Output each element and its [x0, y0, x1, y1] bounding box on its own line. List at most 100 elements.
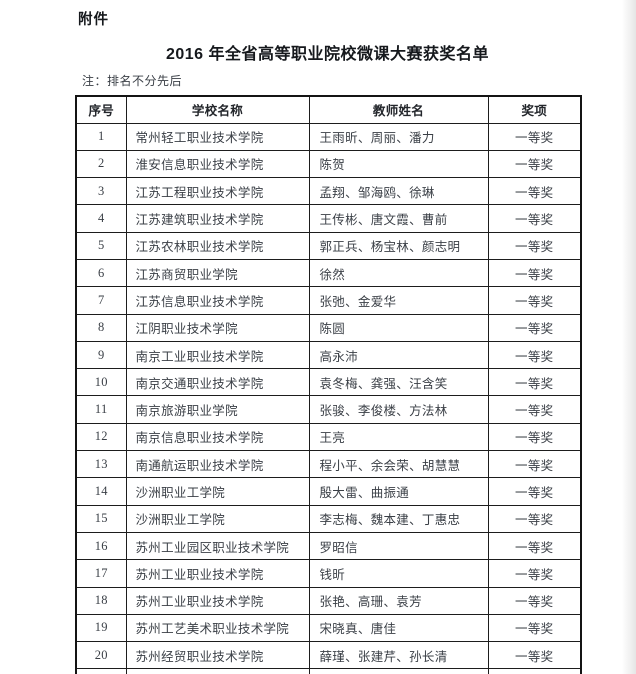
cell-school: 南京旅游职业学院	[125, 395, 310, 424]
cell-teachers: 钱昕	[308, 559, 489, 588]
cell-teachers: 薛瑾、张建芹、孙长清	[308, 641, 489, 670]
cell-award: 一等奖	[487, 531, 582, 561]
cell-no: 6	[75, 258, 127, 288]
cell-teachers	[308, 668, 489, 674]
cell-school: 沙洲职业工学院	[125, 477, 310, 506]
page-title: 2016 年全省高等职业院校微课大赛获奖名单	[165, 46, 490, 63]
table-row: 11 南京旅游职业学院 张骏、李俊楼、方法林 一等奖	[75, 395, 582, 424]
cell-no: 7	[75, 286, 127, 315]
page-edge-shadow	[622, 0, 636, 674]
table-row: 6 江苏商贸职业学院 徐然 一等奖	[75, 258, 582, 288]
table-row: 15 沙洲职业工学院 李志梅、魏本建、丁惠忠 一等奖	[75, 504, 582, 533]
award-table: 序号 学校名称 教师姓名 奖项 1 常州轻工职业技术学院 王雨昕、周丽、潘力 一等奖 2…	[75, 95, 582, 674]
cell-award: 一等奖	[487, 395, 582, 424]
cell-teachers: 李志梅、魏本建、丁惠忠	[308, 504, 489, 533]
table-row: 14 沙洲职业工学院 殷大雷、曲振通 一等奖	[75, 477, 582, 506]
cell-award: 一等奖	[487, 477, 582, 506]
cell-school: 苏州工业职业技术学院	[125, 559, 310, 588]
cell-teachers: 高永沛	[308, 340, 489, 370]
cell-no: 17	[75, 559, 127, 588]
table-row: 10 南京交通职业技术学院 袁冬梅、龚强、汪含笑 一等奖	[75, 368, 582, 397]
table-row: 18 苏州工业职业技术学院 张艳、高珊、袁芳 一等奖	[75, 586, 582, 615]
cell-school: 江阴职业技术学院	[125, 313, 310, 342]
cell-school: 南京工业职业技术学院	[125, 340, 310, 370]
cell-no: 4	[75, 204, 127, 233]
cell-school: 常州轻工职业技术学院	[125, 122, 310, 151]
cell-no: 12	[75, 422, 127, 452]
cell-no	[75, 668, 127, 674]
cell-award: 一等奖	[487, 504, 582, 533]
cell-no: 5	[75, 231, 127, 260]
award-table-header: 序号 学校名称 教师姓名 奖项	[75, 95, 582, 124]
cell-award: 一等奖	[487, 258, 582, 288]
cell-teachers: 陈贺	[308, 149, 489, 179]
header-cell-school: 学校名称	[125, 95, 310, 124]
table-row: 19 苏州工艺美术职业技术学院 宋晓真、唐佳 一等奖	[75, 613, 582, 643]
cell-teachers: 张弛、金爱华	[308, 286, 489, 315]
cell-no: 15	[75, 504, 127, 533]
cell-award: 一等奖	[487, 340, 582, 370]
cell-no: 19	[75, 613, 127, 643]
cell-no: 1	[75, 122, 127, 151]
cell-award: 一等奖	[487, 613, 582, 643]
cell-no: 2	[75, 149, 127, 179]
table-row: 8 江阴职业技术学院 陈圆 一等奖	[75, 313, 582, 342]
cell-teachers: 陈圆	[308, 313, 489, 342]
cell-school: 苏州工业职业技术学院	[125, 586, 310, 615]
cell-award: 一等奖	[487, 204, 582, 233]
cell-no: 14	[75, 477, 127, 506]
cell-award: 一等奖	[487, 450, 582, 479]
cell-school: 南京信息职业技术学院	[125, 422, 310, 452]
cell-school: 江苏工程职业技术学院	[125, 177, 310, 206]
cell-school: 苏州工艺美术职业技术学院	[125, 613, 310, 643]
ranking-note: 注：排名不分先后	[82, 74, 183, 88]
cell-school: 江苏建筑职业技术学院	[125, 204, 310, 233]
cell-teachers: 罗昭信	[308, 531, 489, 561]
table-row: 3 江苏工程职业技术学院 孟翔、邹海鸥、徐琳 一等奖	[75, 177, 582, 206]
cell-award: 一等奖	[487, 313, 582, 342]
table-row: 2 淮安信息职业技术学院 陈贺 一等奖	[75, 149, 582, 179]
cell-teachers: 徐然	[308, 258, 489, 288]
cell-teachers: 袁冬梅、龚强、汪含笑	[308, 368, 489, 397]
header-cell-award: 奖项	[487, 95, 582, 124]
cell-teachers: 张骏、李俊楼、方法林	[308, 395, 489, 424]
cell-no: 10	[75, 368, 127, 397]
cell-school: 沙洲职业工学院	[125, 504, 310, 533]
cell-teachers: 殷大雷、曲振通	[308, 477, 489, 506]
header-cell-no: 序号	[75, 95, 127, 124]
cell-award	[487, 668, 582, 674]
cell-teachers: 程小平、余会荣、胡慧慧	[308, 450, 489, 479]
cell-no: 9	[75, 340, 127, 370]
cell-no: 3	[75, 177, 127, 206]
cell-award: 一等奖	[487, 286, 582, 315]
cell-school: 江苏商贸职业学院	[125, 258, 310, 288]
cell-no: 13	[75, 450, 127, 479]
cell-no: 16	[75, 531, 127, 561]
table-row-partial	[75, 668, 582, 674]
table-row: 17 苏州工业职业技术学院 钱昕 一等奖	[75, 559, 582, 588]
cell-teachers: 郭正兵、杨宝林、颜志明	[308, 231, 489, 260]
cell-award: 一等奖	[487, 231, 582, 260]
header-row: 序号 学校名称 教师姓名 奖项	[75, 95, 582, 124]
table-row: 16 苏州工业园区职业技术学院 罗昭信 一等奖	[75, 531, 582, 561]
cell-award: 一等奖	[487, 177, 582, 206]
cell-school: 苏州经贸职业技术学院	[125, 641, 310, 670]
table-row: 5 江苏农林职业技术学院 郭正兵、杨宝林、颜志明 一等奖	[75, 231, 582, 260]
table-row: 4 江苏建筑职业技术学院 王传彬、唐文霞、曹前 一等奖	[75, 204, 582, 233]
cell-teachers: 孟翔、邹海鸥、徐琳	[308, 177, 489, 206]
cell-school: 南京交通职业技术学院	[125, 368, 310, 397]
cell-teachers: 王传彬、唐文霞、曹前	[308, 204, 489, 233]
cell-award: 一等奖	[487, 368, 582, 397]
cell-teachers: 王亮	[308, 422, 489, 452]
award-table-body: 1 常州轻工职业技术学院 王雨昕、周丽、潘力 一等奖 2 淮安信息职业技术学院 陈贺 一等奖 3…	[75, 122, 582, 674]
cell-no: 18	[75, 586, 127, 615]
table-row: 20 苏州经贸职业技术学院 薛瑾、张建芹、孙长清 一等奖	[75, 641, 582, 670]
table-row: 13 南通航运职业技术学院 程小平、余会荣、胡慧慧 一等奖	[75, 450, 582, 479]
cell-school: 淮安信息职业技术学院	[125, 149, 310, 179]
table-row: 1 常州轻工职业技术学院 王雨昕、周丽、潘力 一等奖	[75, 122, 582, 151]
header-cell-teachers: 教师姓名	[308, 95, 489, 124]
cell-teachers: 张艳、高珊、袁芳	[308, 586, 489, 615]
cell-no: 8	[75, 313, 127, 342]
cell-award: 一等奖	[487, 122, 582, 151]
